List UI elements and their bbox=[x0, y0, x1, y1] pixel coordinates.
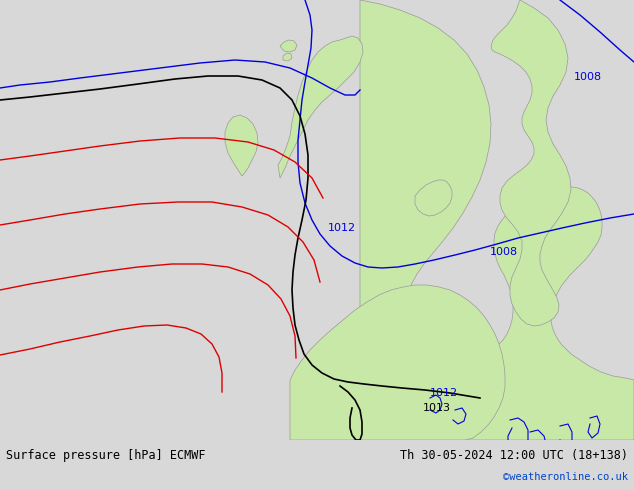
Polygon shape bbox=[283, 53, 292, 61]
Polygon shape bbox=[290, 285, 505, 440]
Polygon shape bbox=[415, 180, 452, 216]
Polygon shape bbox=[491, 0, 571, 326]
Polygon shape bbox=[360, 0, 634, 440]
Text: Surface pressure [hPa] ECMWF: Surface pressure [hPa] ECMWF bbox=[6, 448, 205, 462]
Polygon shape bbox=[278, 36, 363, 178]
Text: 1008: 1008 bbox=[574, 72, 602, 82]
Text: Th 30-05-2024 12:00 UTC (18+138): Th 30-05-2024 12:00 UTC (18+138) bbox=[400, 448, 628, 462]
Text: 1012: 1012 bbox=[328, 223, 356, 233]
Text: ©weatheronline.co.uk: ©weatheronline.co.uk bbox=[503, 472, 628, 482]
Text: 1013: 1013 bbox=[423, 403, 451, 413]
Text: 1012: 1012 bbox=[430, 388, 458, 398]
Text: 1008: 1008 bbox=[490, 247, 518, 257]
Polygon shape bbox=[280, 40, 297, 52]
Polygon shape bbox=[225, 115, 258, 176]
